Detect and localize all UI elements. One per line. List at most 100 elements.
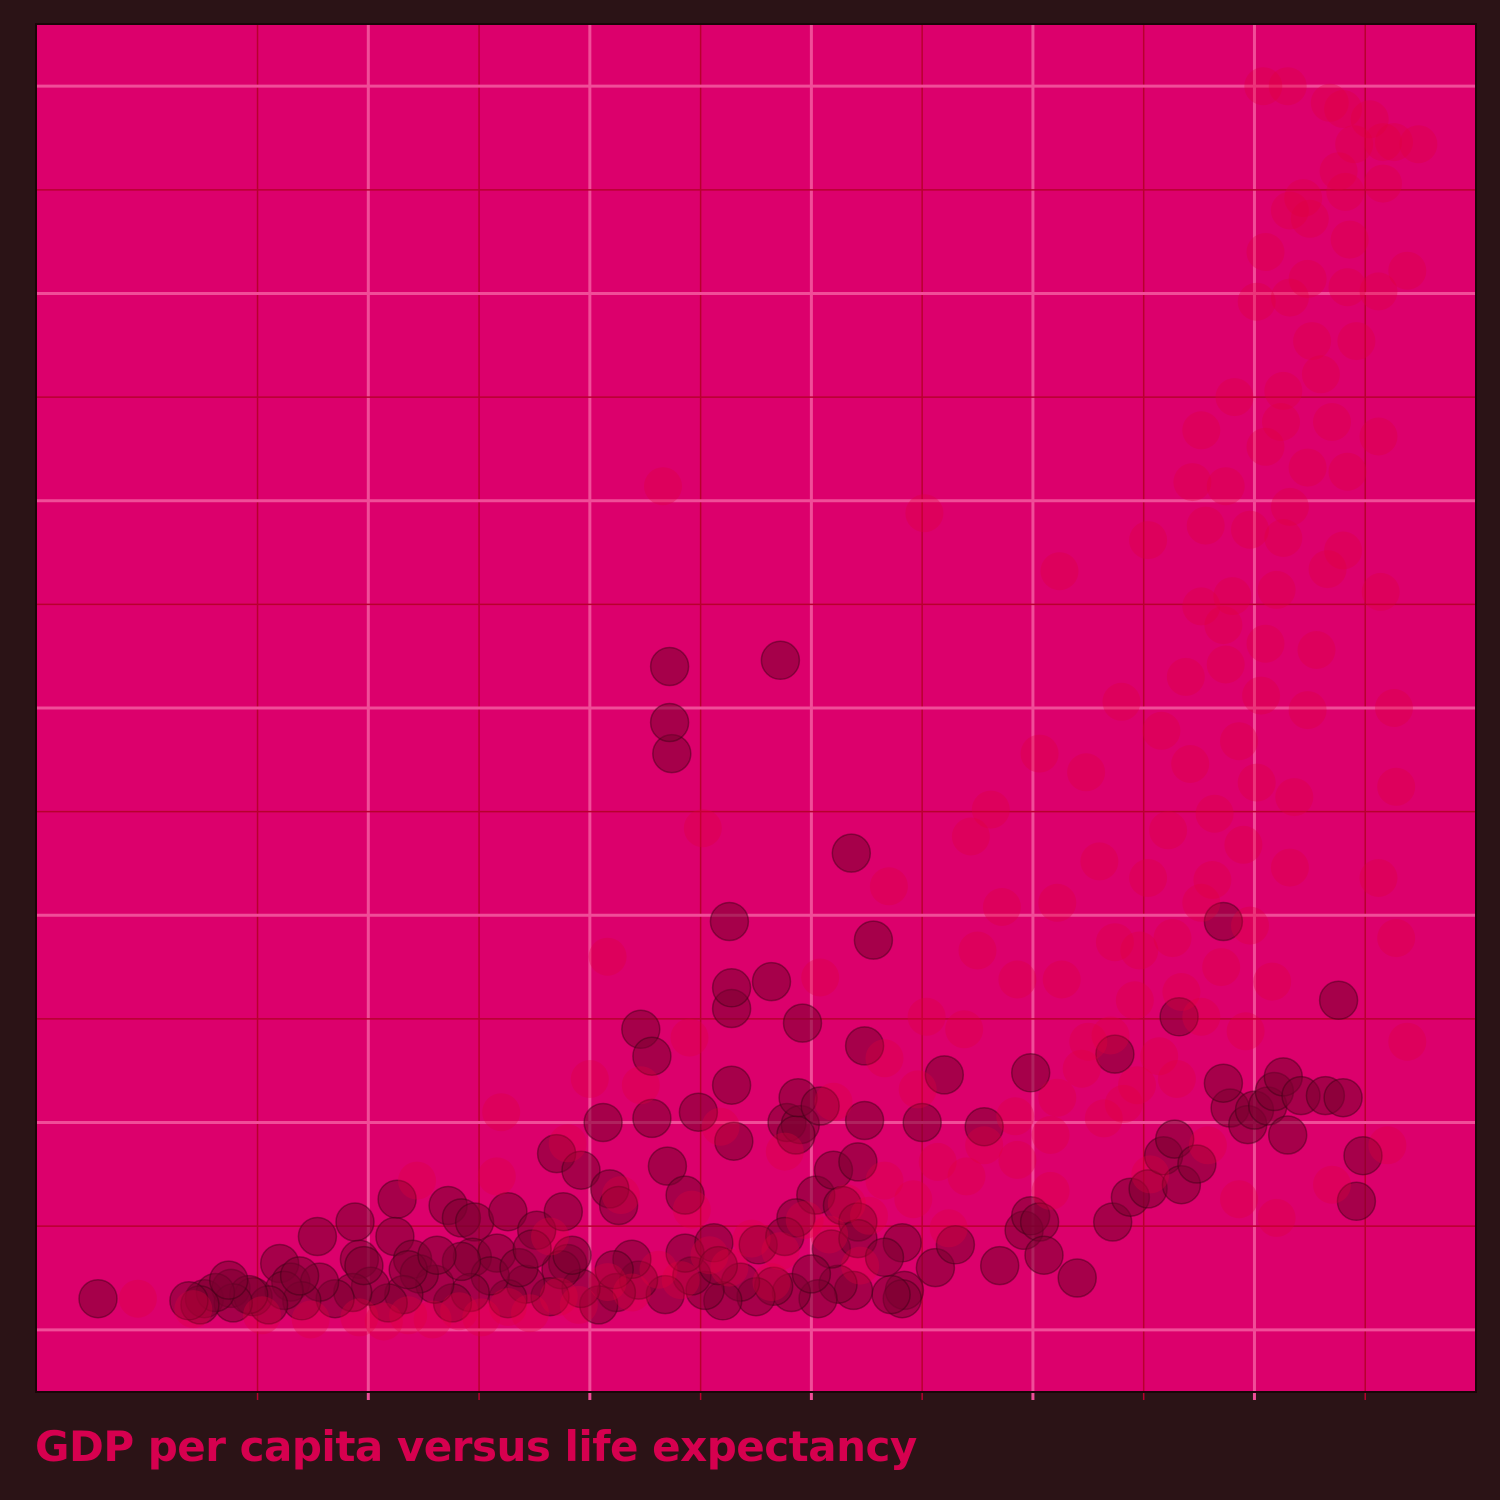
scatter-point <box>1080 842 1119 881</box>
scatter-point <box>1359 417 1398 456</box>
scatter-point <box>1270 278 1309 317</box>
scatter-point <box>1308 550 1347 589</box>
scatter-point <box>531 1217 569 1256</box>
scatter-point <box>1215 378 1254 417</box>
scatter-point <box>169 1281 209 1321</box>
scatter-point <box>1182 411 1221 450</box>
scatter-point <box>649 702 690 743</box>
scatter-point <box>1328 268 1367 307</box>
scatter-point <box>1206 645 1245 684</box>
scatter-point <box>1173 463 1212 502</box>
scatter-point <box>1154 1119 1195 1159</box>
scatter-point <box>1267 1115 1308 1155</box>
scatter-point <box>1324 90 1363 128</box>
scatter-point <box>1010 1053 1051 1093</box>
scatter-point <box>1293 322 1332 361</box>
scatter-point <box>1301 355 1340 394</box>
scatter-point <box>871 1274 911 1315</box>
scatter-point <box>1057 1258 1097 1298</box>
scatter-point <box>665 1175 705 1215</box>
scatter-point <box>765 1216 805 1257</box>
scatter-point <box>1204 606 1243 645</box>
scatter-point <box>838 1142 878 1182</box>
scatter-point <box>924 1055 965 1095</box>
scatter-point <box>1375 689 1413 727</box>
scatter-point <box>844 1026 885 1066</box>
scatter-point <box>765 1132 804 1171</box>
scatter-point <box>1270 487 1309 526</box>
scatter-point <box>1024 1235 1064 1275</box>
scatter-point <box>78 1278 118 1319</box>
scatter-point <box>1203 1063 1244 1103</box>
scatter-point <box>482 1093 521 1132</box>
scatter-point <box>1270 848 1309 887</box>
scatter-point <box>752 1263 791 1302</box>
scatter-point <box>982 888 1021 926</box>
scatter-point <box>678 1092 719 1132</box>
scatter-point <box>1336 1181 1377 1222</box>
scatter-point <box>440 1292 479 1331</box>
scatter-point <box>1237 763 1276 802</box>
scatter-point <box>898 1070 937 1109</box>
scatter-point <box>1031 1116 1070 1154</box>
scatter-point <box>751 961 792 1002</box>
plot-frame <box>35 23 1477 1393</box>
scatter-point <box>1323 1077 1363 1118</box>
scatter-point <box>1206 467 1245 506</box>
scatter-point <box>801 958 840 997</box>
scatter-point <box>1213 577 1252 616</box>
scatter-point <box>1182 883 1221 922</box>
scatter-point <box>243 1296 281 1335</box>
scatter-point <box>1246 427 1285 466</box>
scatter-point <box>561 1150 601 1190</box>
scatter-point <box>1297 631 1336 669</box>
scatter-point <box>1153 919 1192 958</box>
scatter-point <box>1257 570 1296 609</box>
scatter-point <box>998 960 1037 999</box>
scatter-point <box>1177 1144 1217 1184</box>
scatter-point <box>1324 531 1363 570</box>
scatter-point <box>1038 1078 1077 1117</box>
scatter-point <box>1318 980 1359 1021</box>
scatter-point <box>838 1218 878 1259</box>
scatter-point <box>621 1066 660 1105</box>
scatter-point <box>971 790 1010 829</box>
scatter-point <box>1375 123 1413 162</box>
scatter-point <box>1166 657 1205 696</box>
scatter-point <box>732 1219 771 1258</box>
scatter-point <box>1246 233 1285 271</box>
scatter-point <box>1257 1198 1296 1237</box>
scatter-point <box>958 931 997 970</box>
scatter-point <box>1335 125 1374 164</box>
scatter-point <box>998 1140 1037 1179</box>
scatter-point <box>297 1216 338 1257</box>
scatter-point <box>1031 1171 1070 1210</box>
scatter-point <box>1262 403 1300 441</box>
scatter-point <box>1253 962 1292 1001</box>
scatter-point <box>1195 794 1234 833</box>
scatter-point <box>1020 734 1059 773</box>
scatter-point <box>1140 1037 1179 1076</box>
scatter-point <box>1091 1016 1130 1055</box>
scatter-point <box>810 1215 849 1254</box>
scatter-point <box>398 1161 436 1200</box>
scatter-point <box>670 1018 709 1057</box>
scatter-point <box>1157 1060 1196 1098</box>
scatter-point <box>1042 960 1081 999</box>
scatter-point <box>1095 1034 1135 1074</box>
scatter-point <box>1040 552 1079 591</box>
scatter-point <box>1377 767 1416 806</box>
scatter-point <box>1264 519 1303 557</box>
scatter-point <box>661 1261 700 1300</box>
scatter-point <box>1388 251 1427 290</box>
scatter-point <box>543 1191 584 1232</box>
scatter-point <box>488 1288 527 1326</box>
scatter-point <box>1149 811 1188 850</box>
scatter-point <box>894 1180 933 1219</box>
scatter-point <box>785 1201 824 1239</box>
scatter-point <box>1182 587 1221 626</box>
scatter-point <box>918 1142 957 1181</box>
scatter-point <box>902 1102 942 1143</box>
scatter-point <box>1084 1099 1123 1138</box>
scatter-point <box>454 1202 495 1242</box>
